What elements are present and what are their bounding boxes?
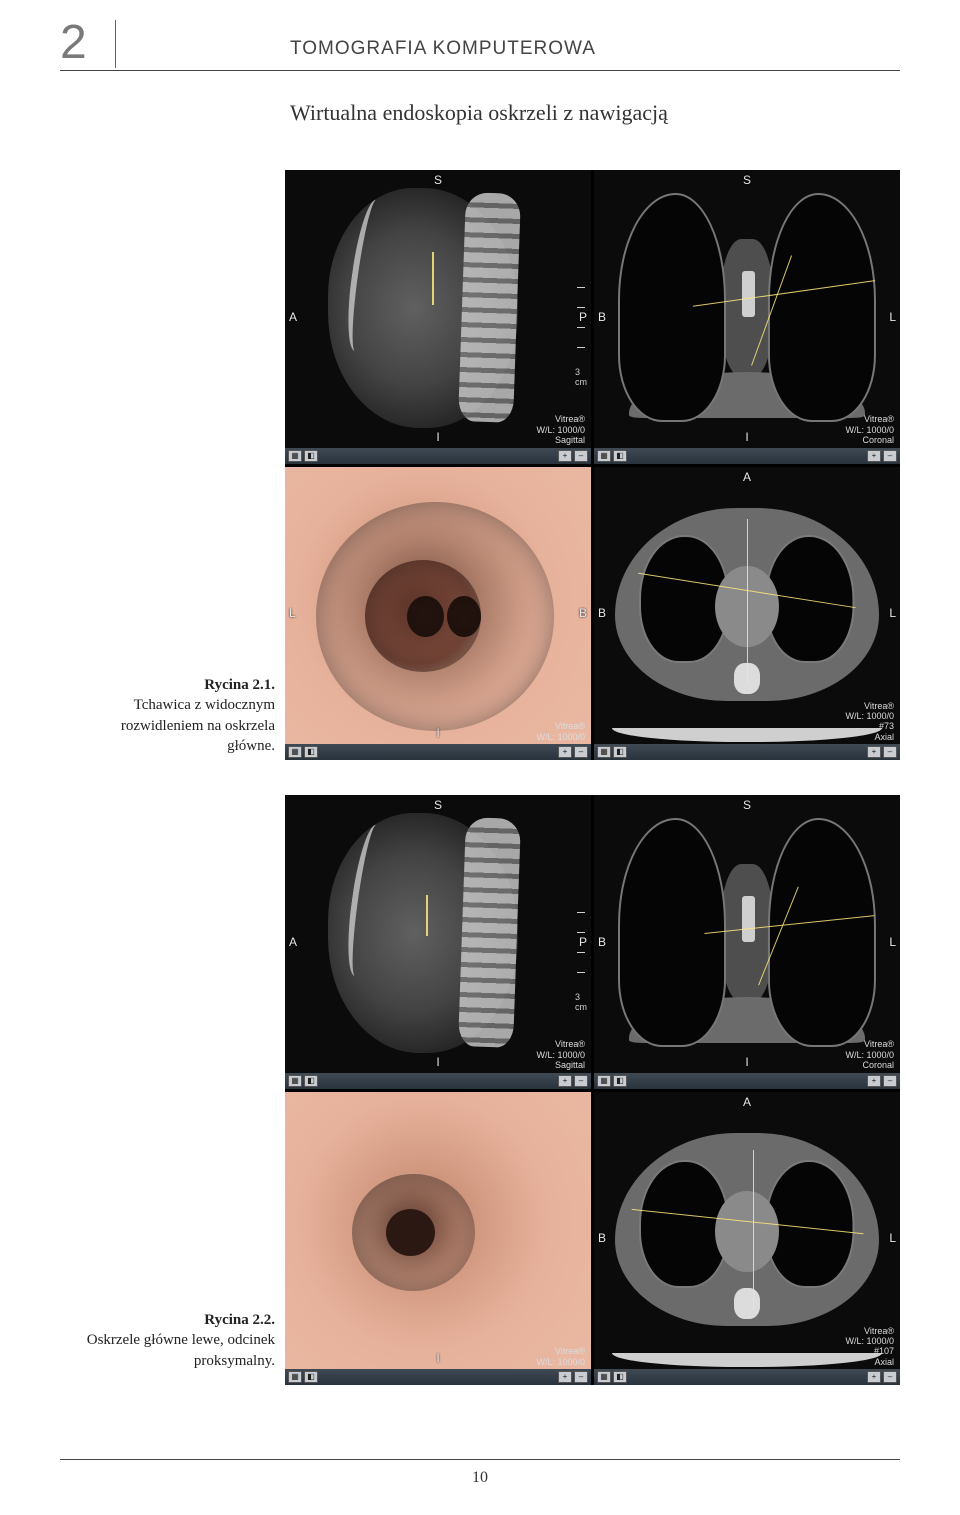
orient-label: L [889, 310, 896, 324]
figure-caption-text: Tchawica z widocznym rozwidleniem na osk… [121, 697, 275, 754]
panel-meta: Vitrea® W/L: 1000/0 #107 Axial [845, 1326, 894, 1367]
spine-icon [458, 193, 521, 424]
panel-meta: Vitrea® W/L: 1000/0 Coronal [845, 1039, 894, 1070]
zoom-out-button[interactable]: – [883, 746, 897, 758]
bottom-rule [60, 1459, 900, 1460]
header-divider [115, 20, 116, 68]
scale-bar: 3 cm [577, 912, 585, 992]
panel-controls: ▦◧ +– [594, 744, 900, 760]
panel-controls: ▦◧ +– [285, 1073, 591, 1089]
tool-button[interactable]: ◧ [613, 1075, 627, 1087]
figure-2-2: S I A P 3 cm Vitrea® W/L: 1000/0 Sagitta… [285, 795, 900, 1385]
zoom-out-button[interactable]: – [574, 746, 588, 758]
panel-meta: Vitrea® W/L: 1000/0 [536, 1346, 585, 1367]
top-rule [60, 70, 900, 71]
panel-sagittal: S I A P 3 cm Vitrea® W/L: 1000/0 Sagitta… [285, 795, 591, 1089]
panel-controls: ▦◧ +– [285, 744, 591, 760]
figure-grid: S I A P 3 cm Vitrea® W/L: 1000/0 Sagitta… [285, 170, 900, 760]
tool-button[interactable]: ▦ [597, 1075, 611, 1087]
panel-controls: ▦◧ +– [594, 1369, 900, 1385]
tool-button[interactable]: ▦ [288, 450, 302, 462]
figure-label: Rycina 2.1. [204, 677, 275, 693]
orient-label: A [743, 1095, 751, 1109]
zoom-out-button[interactable]: – [574, 1075, 588, 1087]
zoom-out-button[interactable]: – [883, 450, 897, 462]
zoom-out-button[interactable]: – [883, 1075, 897, 1087]
panel-meta: Vitrea® W/L: 1000/0 [536, 721, 585, 742]
orient-label: I [436, 430, 439, 444]
zoom-out-button[interactable]: – [883, 1371, 897, 1383]
tool-button[interactable]: ▦ [288, 1371, 302, 1383]
tool-button[interactable]: ▦ [288, 746, 302, 758]
panel-axial: A B L Vitrea® W/L: 1000/0 #107 Axial ▦◧ … [594, 1092, 900, 1386]
figure-label: Rycina 2.2. [204, 1312, 275, 1328]
tool-button[interactable]: ◧ [613, 1371, 627, 1383]
panel-endoscopy: I Vitrea® W/L: 1000/0 ▦◧ +– [285, 1092, 591, 1386]
zoom-in-button[interactable]: + [558, 746, 572, 758]
tool-button[interactable]: ▦ [597, 746, 611, 758]
tool-button[interactable]: ▦ [288, 1075, 302, 1087]
spine-icon [458, 818, 521, 1049]
orient-label: S [743, 173, 751, 187]
zoom-in-button[interactable]: + [558, 1371, 572, 1383]
panel-meta: Vitrea® W/L: 1000/0 Coronal [845, 414, 894, 445]
orient-label: B [598, 935, 606, 949]
orient-label: I [436, 1055, 439, 1069]
panel-meta: Vitrea® W/L: 1000/0 #73 Axial [845, 701, 894, 742]
orient-label: B [598, 310, 606, 324]
panel-controls: ▦◧ +– [594, 1073, 900, 1089]
orient-label: L [889, 1231, 896, 1245]
panel-meta: Vitrea® W/L: 1000/0 Sagittal [536, 1039, 585, 1070]
zoom-in-button[interactable]: + [558, 450, 572, 462]
orient-label: A [289, 935, 297, 949]
chapter-number: 2 [60, 15, 87, 70]
tool-button[interactable]: ◧ [304, 1075, 318, 1087]
zoom-in-button[interactable]: + [558, 1075, 572, 1087]
panel-coronal: S I B L Vitrea® W/L: 1000/0 Coronal ▦◧ +… [594, 170, 900, 464]
panel-axial: A B L Vitrea® W/L: 1000/0 #73 Axial ▦◧ +… [594, 467, 900, 761]
tool-button[interactable]: ▦ [597, 450, 611, 462]
figure-caption-text: Oskrzele główne lewe, odcinek proksymaln… [87, 1332, 275, 1368]
orient-label: B [598, 606, 606, 620]
tool-button[interactable]: ◧ [304, 1371, 318, 1383]
section-title: Wirtualna endoskopia oskrzeli z nawigacj… [290, 100, 668, 126]
tool-button[interactable]: ◧ [304, 450, 318, 462]
orient-label: S [743, 798, 751, 812]
orient-label: S [434, 173, 442, 187]
panel-controls: ▦◧ +– [285, 448, 591, 464]
panel-controls: ▦◧ +– [285, 1369, 591, 1385]
page-number: 10 [472, 1469, 488, 1487]
tool-button[interactable]: ◧ [613, 450, 627, 462]
panel-meta: Vitrea® W/L: 1000/0 Sagittal [536, 414, 585, 445]
orient-label: B [598, 1231, 606, 1245]
figure-caption: Rycina 2.1. Tchawica z widocznym rozwidl… [75, 675, 275, 756]
tool-button[interactable]: ▦ [597, 1371, 611, 1383]
zoom-in-button[interactable]: + [867, 450, 881, 462]
orient-label: A [289, 310, 297, 324]
zoom-in-button[interactable]: + [867, 1075, 881, 1087]
zoom-in-button[interactable]: + [867, 746, 881, 758]
zoom-out-button[interactable]: – [574, 1371, 588, 1383]
orient-label: S [434, 798, 442, 812]
tool-button[interactable]: ◧ [304, 746, 318, 758]
orient-label: I [745, 1055, 748, 1069]
figure-2-1: S I A P 3 cm Vitrea® W/L: 1000/0 Sagitta… [285, 170, 900, 760]
figure-grid: S I A P 3 cm Vitrea® W/L: 1000/0 Sagitta… [285, 795, 900, 1385]
orient-label: I [745, 430, 748, 444]
panel-coronal: S I B L Vitrea® W/L: 1000/0 Coronal ▦◧ +… [594, 795, 900, 1089]
zoom-out-button[interactable]: – [574, 450, 588, 462]
orient-label: L [889, 606, 896, 620]
scale-bar: 3 cm [577, 287, 585, 367]
figure-caption: Rycina 2.2. Oskrzele główne lewe, odcine… [75, 1310, 275, 1371]
panel-endoscopy: L B I Vitrea® W/L: 1000/0 ▦◧ +– [285, 467, 591, 761]
tool-button[interactable]: ◧ [613, 746, 627, 758]
orient-label: L [889, 935, 896, 949]
running-title: TOMOGRAFIA KOMPUTEROWA [290, 38, 596, 60]
panel-sagittal: S I A P 3 cm Vitrea® W/L: 1000/0 Sagitta… [285, 170, 591, 464]
orient-label: A [743, 470, 751, 484]
zoom-in-button[interactable]: + [867, 1371, 881, 1383]
panel-controls: ▦◧ +– [594, 448, 900, 464]
